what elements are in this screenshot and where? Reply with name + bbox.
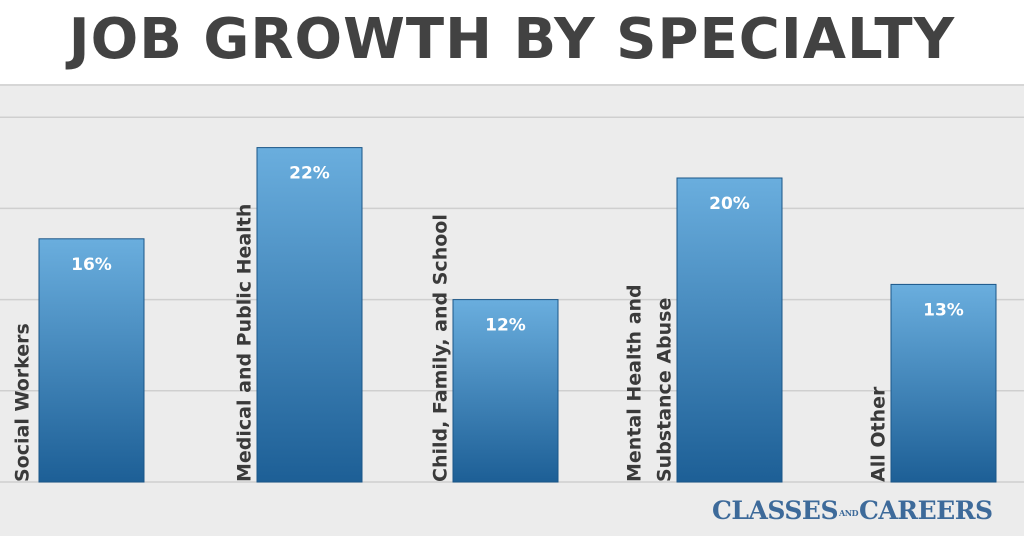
bar-value-label: 13% (923, 300, 964, 320)
logo-word-left: CLASSES (712, 496, 839, 525)
category-labels: Social Workers Medical and Public Health C… (12, 204, 890, 482)
classes-and-careers-logo: CLASSESANDCAREERS (712, 496, 1002, 525)
bar (890, 283, 997, 483)
bar-value-label: 12% (485, 316, 526, 336)
bar-value-label: 16% (71, 255, 112, 275)
bar (256, 147, 363, 483)
bar (452, 299, 559, 483)
category-label: Mental Health and (624, 284, 646, 482)
bar (38, 238, 145, 483)
category-label: Social Workers (12, 323, 34, 482)
chart-title: JOB GROWTH BY SPECIALTY (68, 7, 956, 72)
category-label: All Other (868, 386, 890, 482)
category-label: Medical and Public Health (234, 204, 256, 482)
bar-value-label: 22% (289, 164, 330, 184)
title-banner: JOB GROWTH BY SPECIALTY (0, 0, 1024, 86)
bars: 16% 22% 12% 20% 13% (38, 147, 997, 483)
bar (676, 177, 783, 483)
category-label: Substance Abuse (654, 298, 676, 482)
category-label: Child, Family, and School (430, 214, 452, 482)
logo-word-right: CAREERS (859, 496, 993, 525)
logo-separator: AND (839, 507, 859, 518)
bar-value-label: 20% (709, 194, 750, 214)
